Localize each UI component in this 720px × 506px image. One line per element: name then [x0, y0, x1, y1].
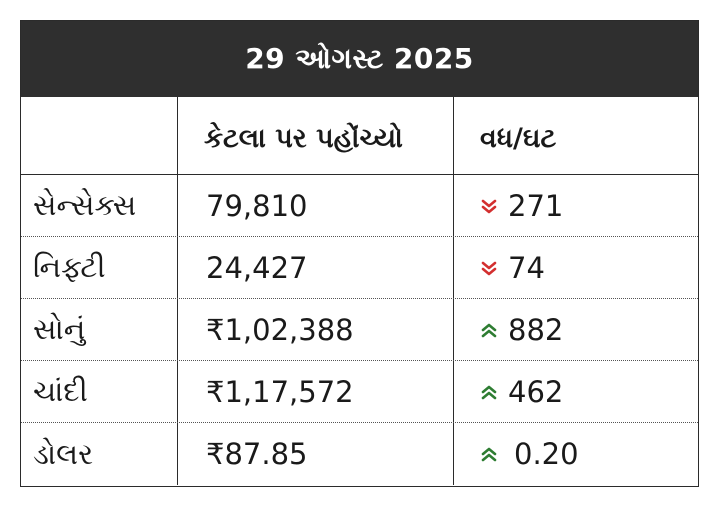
table-header-row: કેટલા પર પહોંચ્યો વધ/ઘટ [21, 97, 698, 175]
row-value: ₹1,17,572 [178, 361, 454, 422]
row-name: નિફ્ટી [21, 237, 178, 298]
header-change: વધ/ઘટ [480, 122, 557, 154]
table-row: સેન્સેક્સ 79,810 271 [21, 175, 698, 237]
row-value: 24,427 [178, 237, 454, 298]
table-row: નિફ્ટી 24,427 74 [21, 237, 698, 299]
double-chevron-down-icon [480, 260, 498, 276]
double-chevron-up-icon [480, 322, 498, 338]
market-table: 29 ઓગસ્ટ 2025 કેટલા પર પહોંચ્યો વધ/ઘટ સે… [20, 20, 699, 487]
change-value: 74 [508, 250, 545, 285]
table-row: ડોલર ₹87.85 0.20 [21, 423, 698, 485]
row-change: 271 [454, 175, 698, 236]
row-value: ₹1,02,388 [178, 299, 454, 360]
header-value: કેટલા પર પહોંચ્યો [178, 97, 454, 174]
row-name: ચાંદી [21, 361, 178, 422]
row-change: 882 [454, 299, 698, 360]
row-change: 462 [454, 361, 698, 422]
change-value: 882 [508, 312, 564, 347]
row-change: 74 [454, 237, 698, 298]
row-change: 0.20 [454, 423, 698, 485]
table-row: સોનું ₹1,02,388 882 [21, 299, 698, 361]
header-name [21, 97, 178, 174]
change-value: 0.20 [514, 437, 579, 471]
row-name: સોનું [21, 299, 178, 360]
change-value: 271 [508, 188, 564, 223]
table-row: ચાંદી ₹1,17,572 462 [21, 361, 698, 423]
double-chevron-down-icon [480, 198, 498, 214]
row-name: સેન્સેક્સ [21, 175, 178, 236]
table-title: 29 ઓગસ્ટ 2025 [21, 21, 698, 97]
double-chevron-up-icon [480, 446, 498, 462]
row-value: 79,810 [178, 175, 454, 236]
row-name: ડોલર [21, 423, 178, 485]
double-chevron-up-icon [480, 384, 498, 400]
row-value: ₹87.85 [178, 423, 454, 485]
change-value: 462 [508, 374, 564, 409]
